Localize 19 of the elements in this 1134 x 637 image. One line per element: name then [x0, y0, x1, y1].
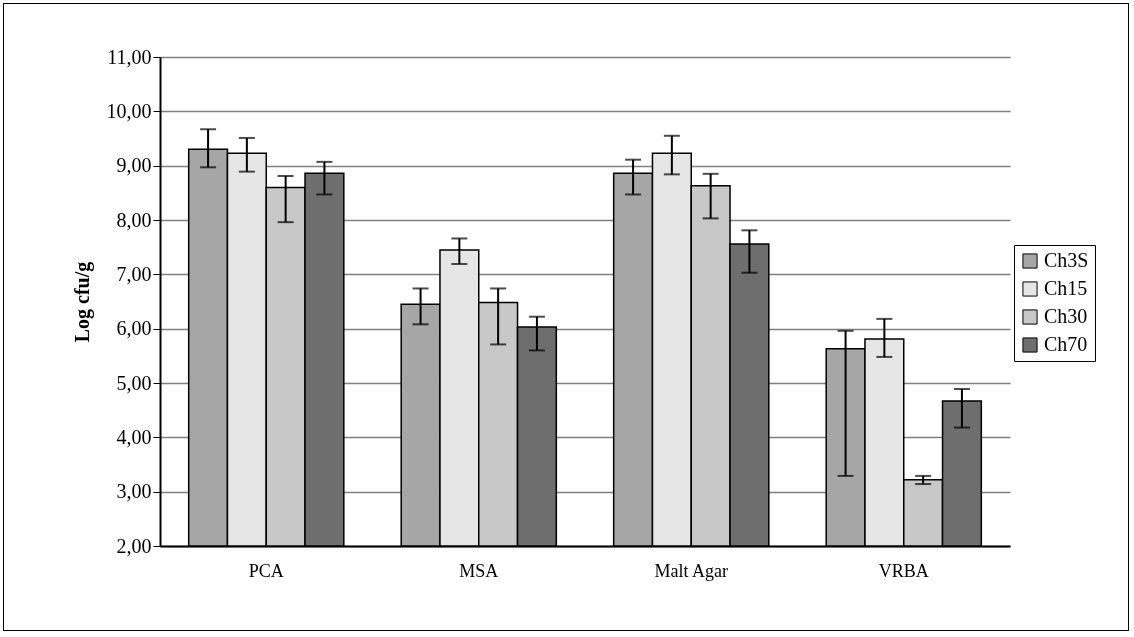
- y-tick-label: 11,00: [107, 45, 152, 68]
- y-tick-label: 5,00: [116, 371, 152, 394]
- legend-label: Ch15: [1044, 277, 1088, 299]
- legend-label: Ch3S: [1044, 249, 1089, 271]
- y-tick-label: 9,00: [116, 154, 152, 177]
- y-tick-label: 6,00: [116, 317, 152, 340]
- y-tick-label: 10,00: [106, 99, 152, 122]
- y-tick-label: 3,00: [116, 480, 152, 503]
- y-tick-label: 2,00: [116, 534, 152, 557]
- x-tick-label: Malt Agar: [654, 560, 728, 581]
- y-tick-label: 7,00: [116, 262, 152, 285]
- y-axis-title: Log cfu/g: [70, 261, 94, 343]
- legend-label: Ch30: [1044, 305, 1088, 327]
- y-tick-label: 4,00: [116, 425, 152, 448]
- x-tick-label: MSA: [459, 560, 499, 581]
- y-tick-label: 8,00: [116, 208, 152, 231]
- x-tick-label: VRBA: [878, 560, 929, 581]
- x-tick-label: PCA: [248, 560, 284, 581]
- legend-label: Ch70: [1044, 333, 1088, 355]
